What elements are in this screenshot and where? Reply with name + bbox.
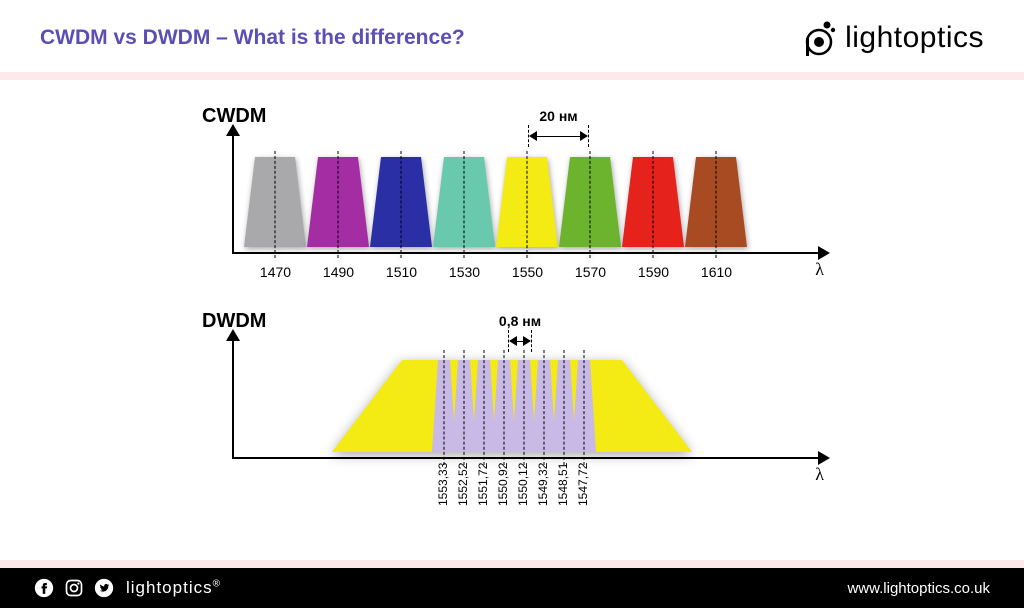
cwdm-wavelength-label: 1570 xyxy=(559,264,622,280)
instagram-icon[interactable] xyxy=(64,578,84,598)
arrow-right-icon xyxy=(523,336,531,346)
arrow-left-icon xyxy=(509,336,517,346)
cwdm-spacing-row xyxy=(517,125,600,147)
cwdm-lambda-label: λ xyxy=(815,259,824,280)
twitter-icon[interactable] xyxy=(94,578,114,598)
cwdm-wavelength-label: 1510 xyxy=(370,264,433,280)
cwdm-channel xyxy=(622,157,684,252)
logo-text-bold: optics xyxy=(903,21,984,54)
cwdm-wavelength-label: 1590 xyxy=(622,264,685,280)
dwdm-wavelength-label: 1549,32 xyxy=(536,463,556,519)
dwdm-channel xyxy=(572,360,596,457)
spacing-tick-icon xyxy=(531,330,532,352)
cwdm-title: СWDM xyxy=(202,105,822,128)
footer-brand-text: lightoptics xyxy=(126,578,213,597)
cwdm-channel xyxy=(244,157,306,252)
cwdm-xlabels: 14701490151015301550157015901610 xyxy=(244,264,748,280)
dwdm-wavelength-label: 1552,52 xyxy=(456,463,476,519)
dwdm-sublabels: 1553,331552,521551,721550,921550,121549,… xyxy=(436,463,596,519)
dwdm-x-axis xyxy=(232,457,822,459)
footer: lightoptics® www.lightoptics.co.uk xyxy=(0,568,1024,608)
dwdm-subbands xyxy=(436,360,596,457)
footer-brand: lightoptics® xyxy=(126,578,221,598)
logo-text-light: light xyxy=(845,21,903,54)
dwdm-chart: DWDM λ 1553,331552,521551,721550,921550,… xyxy=(202,310,822,459)
cwdm-wavelength-label: 1530 xyxy=(433,264,496,280)
header: CWDM vs DWDM – What is the difference? l… xyxy=(0,0,1024,72)
brand-logo: lightoptics xyxy=(799,18,984,58)
dwdm-x-arrow-icon xyxy=(818,451,830,465)
page-title: CWDM vs DWDM – What is the difference? xyxy=(40,26,465,50)
cwdm-channel xyxy=(433,157,495,252)
facebook-icon[interactable] xyxy=(34,578,54,598)
divider-top xyxy=(0,72,1024,80)
cwdm-spacing-label: 20 нм xyxy=(517,108,600,124)
arrow-left-icon xyxy=(529,131,537,141)
dwdm-wavelength-label: 1550,92 xyxy=(496,463,516,519)
dwdm-axes: λ 1553,331552,521551,721550,921550,12154… xyxy=(202,339,822,459)
logo-text: lightoptics xyxy=(845,21,984,55)
cwdm-channel xyxy=(559,157,621,252)
footer-left: lightoptics® xyxy=(34,578,221,598)
footer-url[interactable]: www.lightoptics.co.uk xyxy=(847,580,990,597)
cwdm-wavelength-label: 1470 xyxy=(244,264,307,280)
cwdm-spacing-callout: 20 нм xyxy=(517,108,600,147)
dwdm-spacing-row xyxy=(492,330,548,352)
cwdm-channel xyxy=(496,157,558,252)
registered-mark: ® xyxy=(213,578,221,589)
dwdm-wavelength-label: 1547,72 xyxy=(576,463,596,519)
divider-bottom xyxy=(0,560,1024,568)
cwdm-y-arrow-icon xyxy=(226,124,240,136)
diagram-area: СWDM λ 14701490151015301550157015901610 … xyxy=(0,80,1024,560)
spacing-line xyxy=(537,136,580,137)
cwdm-channel xyxy=(370,157,432,252)
cwdm-chart: СWDM λ 14701490151015301550157015901610 … xyxy=(202,105,822,254)
cwdm-bands xyxy=(244,157,747,252)
dwdm-wavelength-label: 1548,51 xyxy=(556,463,576,519)
dwdm-y-arrow-icon xyxy=(226,329,240,341)
cwdm-axes: λ 14701490151015301550157015901610 20 нм xyxy=(202,134,822,254)
cwdm-wavelength-label: 1550 xyxy=(496,264,559,280)
cwdm-channel xyxy=(685,157,747,252)
social-icons xyxy=(34,578,114,598)
cwdm-channel xyxy=(307,157,369,252)
cwdm-wavelength-label: 1490 xyxy=(307,264,370,280)
dwdm-wavelength-label: 1551,72 xyxy=(476,463,496,519)
dwdm-spacing-label: 0,8 нм xyxy=(492,313,548,329)
dwdm-wavelength-label: 1553,33 xyxy=(436,463,456,519)
dwdm-lambda-label: λ xyxy=(815,464,824,485)
cwdm-wavelength-label: 1610 xyxy=(685,264,748,280)
dwdm-wavelength-label: 1550,12 xyxy=(516,463,536,519)
cwdm-y-axis xyxy=(232,128,234,254)
spacing-tick-icon xyxy=(588,125,589,147)
dwdm-y-axis xyxy=(232,333,234,459)
cwdm-x-arrow-icon xyxy=(818,246,830,260)
dwdm-spacing-callout: 0,8 нм xyxy=(492,313,548,352)
arrow-right-icon xyxy=(580,131,588,141)
lightoptics-logo-icon xyxy=(799,18,839,58)
